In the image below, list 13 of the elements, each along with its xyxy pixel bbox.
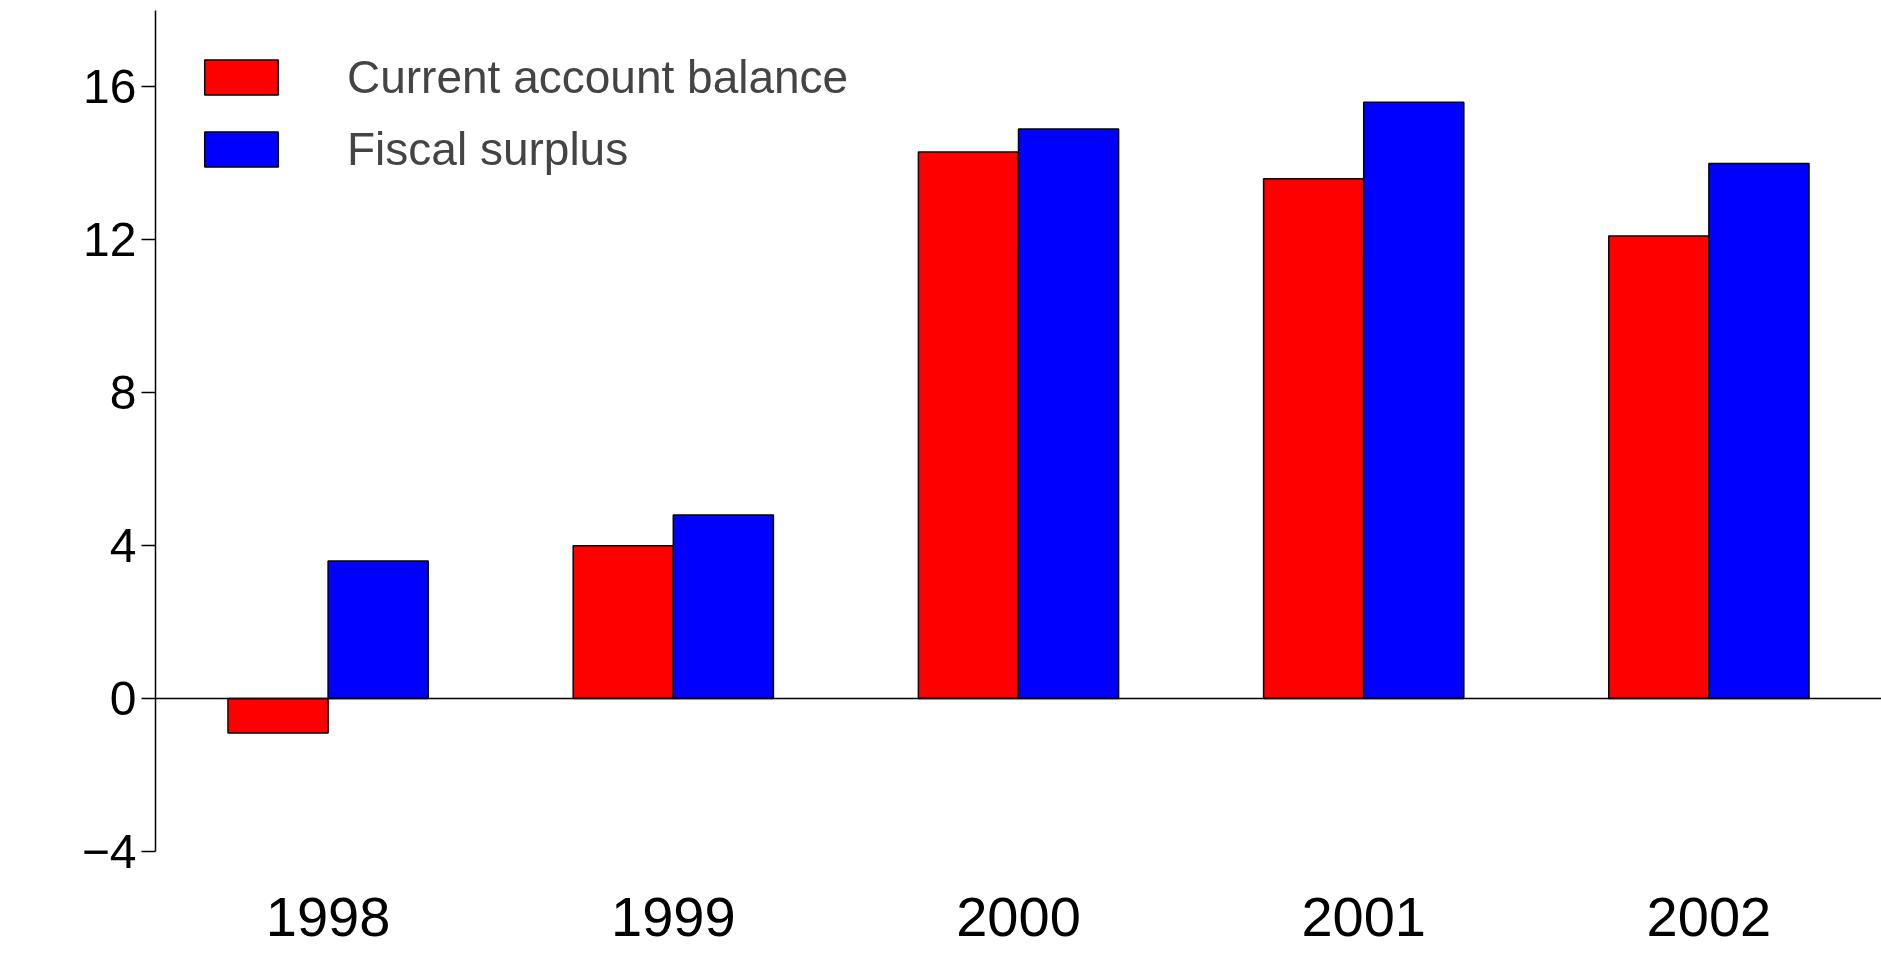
y-tick-label: 4	[109, 519, 137, 573]
y-tick-label: −4	[81, 825, 137, 878]
x-tick-label: 2002	[1646, 884, 1772, 948]
y-tick-label: 8	[109, 366, 137, 420]
x-tick-label: 1998	[265, 884, 391, 948]
x-tick-label: 2001	[1301, 884, 1426, 948]
y-tick-label: 12	[83, 213, 137, 267]
y-tick-label: 0	[109, 672, 137, 726]
y-tick-label: 16	[83, 60, 137, 114]
x-tick-label: 1999	[611, 884, 736, 948]
legend-label: Current account balance	[347, 50, 849, 104]
x-tick-label: 2000	[956, 884, 1081, 948]
legend-label: Fiscal surplus	[347, 122, 629, 176]
